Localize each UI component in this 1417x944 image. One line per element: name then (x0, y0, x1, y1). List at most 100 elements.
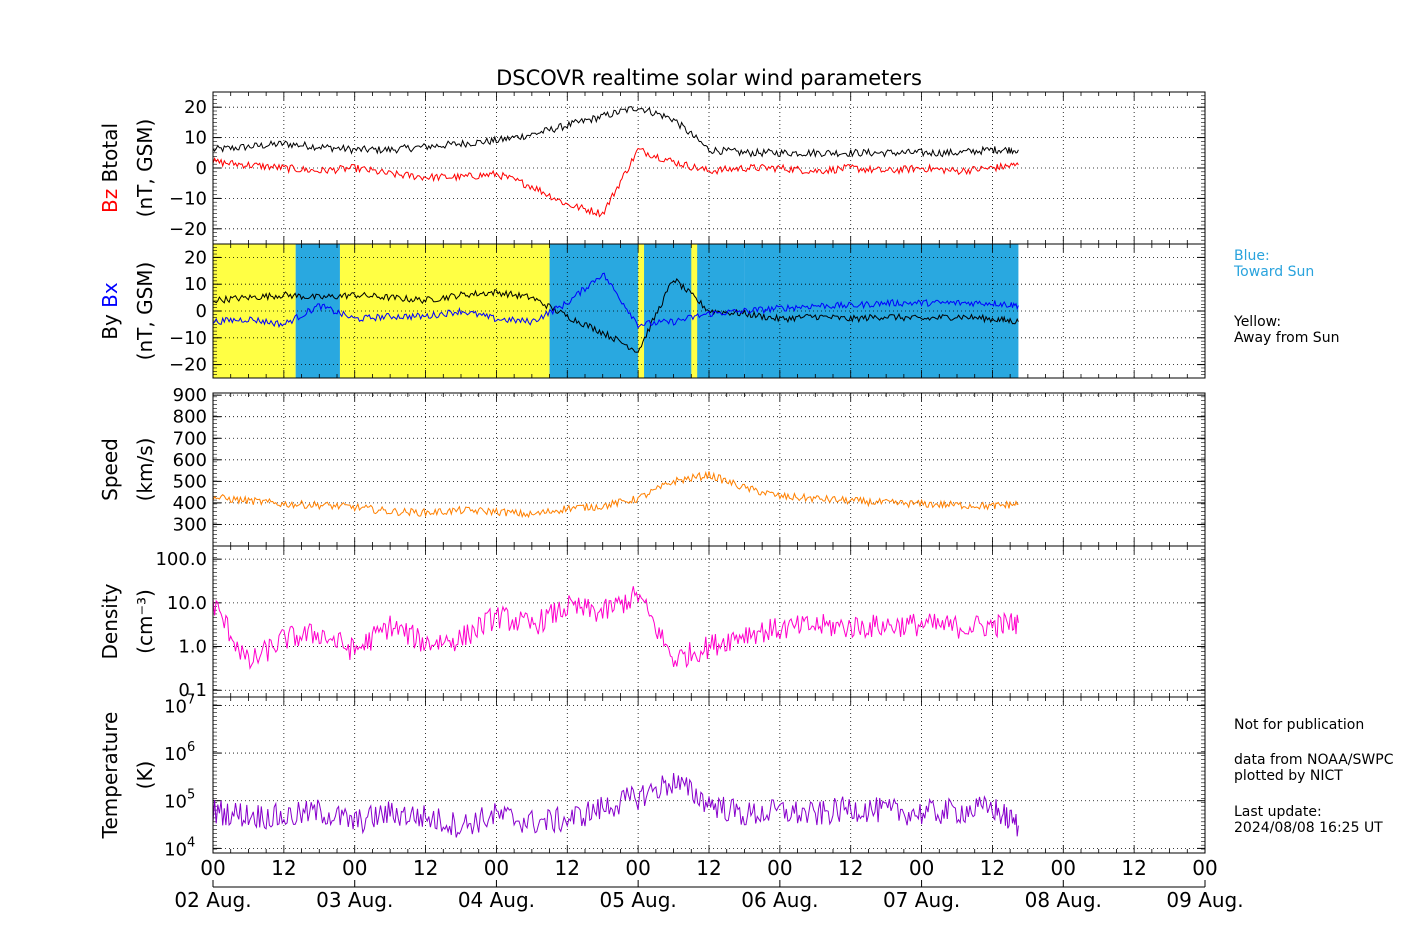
panel-frame (212, 243, 1206, 379)
x-axis: 00 12 00 12 00 12 00 12 00 12 00 12 00 12 00 02 Aug. 03 … (174, 856, 1243, 912)
x-hour-label: 12 (413, 856, 438, 880)
x-hour-label: 00 (767, 856, 792, 880)
x-hour-label: 12 (1121, 856, 1146, 880)
y-axis-label: Speed (98, 438, 122, 501)
series-line-bz (213, 147, 1019, 218)
date-label: 09 Aug. (1166, 888, 1243, 912)
y-tick-label: 600 (173, 450, 207, 471)
date-label: 08 Aug. (1025, 888, 1102, 912)
y-tick-label: −10 (169, 188, 207, 209)
series-line-bx (213, 272, 1019, 329)
y-tick-label: −20 (169, 219, 207, 240)
x-hour-label: 00 (200, 856, 225, 880)
x-hour-label: 00 (342, 856, 367, 880)
x-hour-label: 12 (980, 856, 1005, 880)
y-tick-label: 20 (184, 247, 207, 268)
y-tick-exponent: 5 (187, 788, 195, 803)
y-unit-group: (K) (133, 761, 157, 790)
date-label: 04 Aug. (458, 888, 535, 912)
not-for-publication-note: Not for publication (1234, 717, 1365, 733)
x-hour-label: 12 (838, 856, 863, 880)
sector-band-away (691, 244, 698, 378)
y-tick-exponent: 6 (187, 740, 195, 755)
date-label: 07 Aug. (883, 888, 960, 912)
y-tick-label: −10 (169, 328, 207, 349)
x-hour-label: 00 (625, 856, 650, 880)
panel-proton-density: 0.1 1.0 10.0 100.0 Density (cm⁻³) (98, 545, 1206, 701)
by-label: By (98, 308, 122, 340)
y-tick-label: 300 (173, 514, 207, 535)
y-tick-label: 20 (184, 97, 207, 118)
y-label-group: Temperature (98, 712, 122, 840)
y-tick-label: −20 (169, 355, 207, 376)
y-label-group: By Bx (98, 282, 122, 340)
data-source-note: data from NOAA/SWPC plotted by NICT (1234, 752, 1394, 784)
y-tick-label: 100.0 (155, 549, 207, 570)
y-tick-label: 10 (164, 839, 187, 860)
y-tick-label: 10 (164, 792, 187, 813)
series-line-temperature (213, 773, 1019, 838)
y-axis-unit: (km/s) (133, 438, 157, 502)
y-axis-label: By Bx (98, 282, 122, 340)
date-label: 06 Aug. (741, 888, 818, 912)
y-tick-label: 500 (173, 471, 207, 492)
away-from-sun-note: Yellow: Away from Sun (1234, 314, 1340, 346)
y-label-group: Speed (98, 438, 122, 501)
y-tick-label: 10 (184, 274, 207, 295)
y-tick-label: 10 (164, 744, 187, 765)
y-tick-label: 10 (184, 128, 207, 149)
series-line-by (213, 277, 1019, 353)
y-label-group: Bz Btotal (98, 123, 122, 213)
date-label: 02 Aug. (174, 888, 251, 912)
y-axis-label: Bz Btotal (98, 123, 122, 213)
y-tick-label: 10.0 (167, 593, 207, 614)
x-hour-label: 12 (696, 856, 721, 880)
y-axis-unit: (nT, GSM) (133, 119, 157, 218)
y-tick-label: 1.0 (178, 637, 207, 658)
y-axis-unit: (nT, GSM) (133, 262, 157, 361)
y-tick-label: 700 (173, 428, 207, 449)
x-hour-label: 00 (909, 856, 934, 880)
y-unit-group: (nT, GSM) (133, 262, 157, 361)
panel-frame (212, 696, 1206, 854)
y-tick-label: 400 (173, 493, 207, 514)
y-tick-label: 0 (196, 158, 207, 179)
y-axis-label: Temperature (98, 712, 122, 840)
y-unit-group: (nT, GSM) (133, 119, 157, 218)
last-update-note: Last update: 2024/08/08 16:25 UT (1234, 804, 1383, 836)
y-axis-unit: (K) (133, 761, 157, 790)
y-tick-label: 10 (164, 696, 187, 717)
bx-label: Bx (98, 282, 122, 308)
y-tick-exponent: 7 (187, 692, 195, 707)
series-line-btotal (213, 106, 1019, 159)
y-tick-exponent: 4 (187, 835, 195, 850)
bz-label: Bz (98, 182, 122, 213)
y-unit-group: (km/s) (133, 438, 157, 502)
date-label: 03 Aug. (316, 888, 393, 912)
y-axis-unit: (cm⁻³) (133, 589, 157, 654)
series-line-speed (213, 470, 1019, 519)
panel-magnetic-field-total: −20 −10 0 10 20 Bz Btotal (nT, GSM) (98, 91, 1206, 245)
y-tick-label: 0.1 (178, 680, 207, 701)
sector-band-away (339, 244, 550, 378)
btotal-label: Btotal (98, 123, 122, 182)
x-hour-label: 12 (271, 856, 296, 880)
toward-sun-note: Blue: Toward Sun (1234, 248, 1315, 280)
y-label-group: Density (98, 583, 122, 659)
x-hour-label: 00 (484, 856, 509, 880)
x-hour-label: 00 (1051, 856, 1076, 880)
series-line-density (213, 586, 1019, 670)
y-tick-label: 0 (196, 301, 207, 322)
y-axis-label: Density (98, 583, 122, 659)
panel-magnetic-field-components: −20 −10 0 10 20 By Bx (nT, GSM) (98, 243, 1206, 379)
y-tick-label: 800 (173, 407, 207, 428)
x-hour-label: 00 (1192, 856, 1217, 880)
x-hour-label: 12 (555, 856, 580, 880)
y-tick-label: 900 (173, 385, 207, 406)
y-unit-group: (cm⁻³) (133, 589, 157, 654)
chart-title: DSCOVR realtime solar wind parameters (496, 66, 922, 90)
date-label: 05 Aug. (600, 888, 677, 912)
